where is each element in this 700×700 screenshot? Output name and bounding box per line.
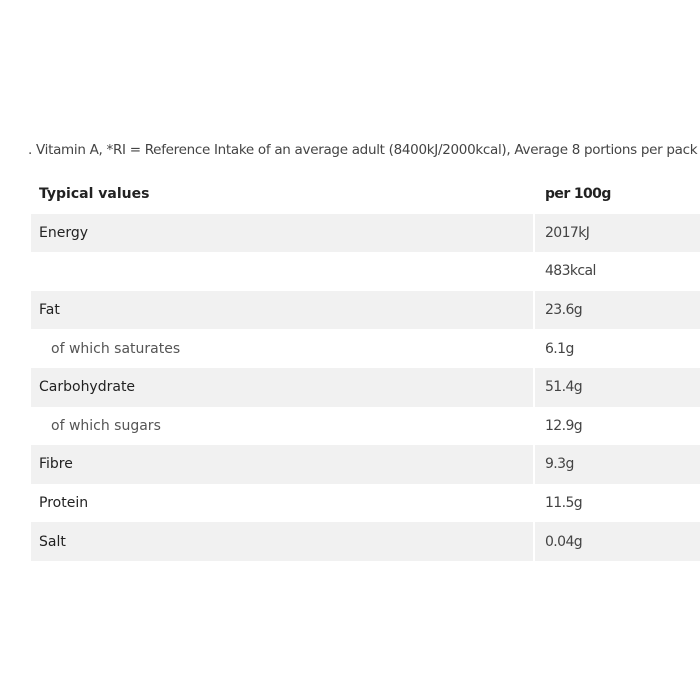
- nutrient-name: Energy: [39, 224, 89, 241]
- nutrient-value: 51.4g: [533, 367, 700, 407]
- nutrition-table: Typical values per 100g Energy 2017kJ 483k…: [31, 175, 700, 561]
- table-row: Fibre 9.3g: [31, 445, 700, 484]
- nutrient-value: 23.6g: [533, 290, 700, 330]
- table-row: Carbohydrate 51.4g: [31, 367, 700, 407]
- nutrient-name: Fat: [39, 302, 60, 319]
- header-cell: per 100g: [533, 175, 700, 214]
- nutrient-name: Fibre: [39, 456, 73, 473]
- table-row: Protein 11.5g: [31, 483, 700, 523]
- footnote: . Vitamin A, *RI = Reference Intake of a…: [28, 142, 698, 158]
- nutrient-value: 2017kJ: [533, 213, 700, 253]
- table-row: of which saturates 6.1g: [31, 329, 700, 368]
- header-cell: Typical values: [39, 186, 150, 203]
- table-row: 483kcal: [31, 252, 700, 291]
- nutrient-name: Protein: [39, 495, 89, 512]
- nutrient-name: of which sugars: [51, 417, 161, 434]
- nutrient-value: 12.9g: [533, 406, 700, 446]
- nutrient-value: 11.5g: [533, 483, 700, 523]
- nutrient-name: Carbohydrate: [39, 379, 136, 396]
- nutrient-name: of which saturates: [51, 340, 181, 357]
- nutrient-value: 6.1g: [533, 329, 700, 368]
- nutrient-value: 483kcal: [533, 252, 700, 291]
- nutrient-name: [31, 252, 533, 291]
- table-row: Energy 2017kJ: [31, 213, 700, 253]
- table-row: Salt 0.04g: [31, 522, 700, 561]
- nutrient-value: 9.3g: [533, 445, 700, 484]
- nutrient-name: Salt: [39, 533, 66, 550]
- header-row: Typical values per 100g: [31, 175, 700, 214]
- table-row: of which sugars 12.9g: [31, 406, 700, 446]
- table-row: Fat 23.6g: [31, 290, 700, 330]
- nutrient-value: 0.04g: [533, 522, 700, 561]
